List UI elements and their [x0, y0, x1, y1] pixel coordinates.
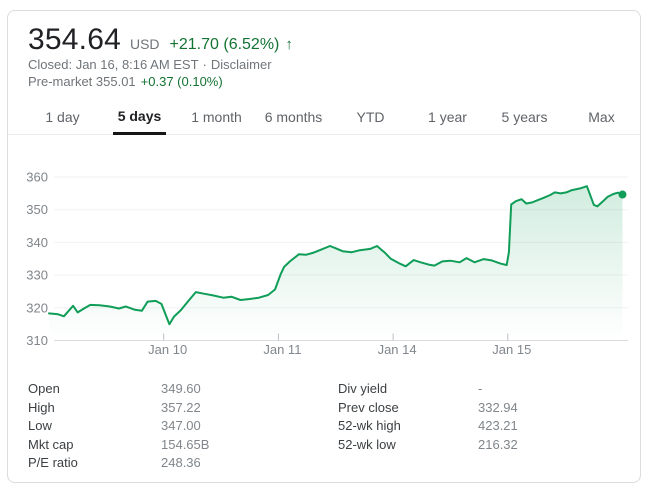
- tab-1-day[interactable]: 1 day: [24, 100, 101, 134]
- y-axis-label: 320: [26, 300, 48, 315]
- y-axis-label: 310: [26, 333, 48, 348]
- tab-ytd[interactable]: YTD: [332, 100, 409, 134]
- tab-5-years[interactable]: 5 years: [486, 100, 563, 134]
- stat-label: Open: [28, 381, 60, 396]
- key-stats-left-column: Open 349.60 High 357.22 Low 347.00 Mkt cap 154.…: [28, 380, 338, 473]
- stats-row: 52-wk high 423.21: [338, 417, 624, 436]
- y-axis-label: 330: [26, 268, 48, 283]
- stat-value: 423.21: [478, 418, 518, 434]
- tab-1-month[interactable]: 1 month: [178, 100, 255, 134]
- stat-label: 52-wk high: [338, 418, 401, 434]
- time-range-tab-bar: 1 day 5 days 1 month 6 months YTD 1 year 5 yea…: [8, 100, 640, 135]
- stat-label: Div yield: [338, 381, 388, 396]
- stats-row: 52-wk low 216.32: [338, 436, 624, 455]
- tab-label: Max: [588, 109, 615, 125]
- stats-row: Div yield -: [338, 380, 624, 399]
- stats-row: Open 349.60: [28, 380, 338, 399]
- stat-label: P/E ratio: [28, 455, 78, 471]
- y-axis-label: 340: [26, 235, 48, 250]
- stats-row: Mkt cap 154.65B: [28, 436, 338, 455]
- current-price: 354.64: [28, 23, 121, 56]
- x-axis-label: Jan 14: [378, 342, 417, 357]
- price-chart[interactable]: 310 320 330 340 350 360 Jan 10 Jan 11 Jan 14 Jan …: [8, 151, 640, 381]
- up-arrow-icon: ↑: [285, 36, 293, 53]
- tab-5-days[interactable]: 5 days: [101, 100, 178, 135]
- closed-status: Closed: Jan 16, 8:16 AM EST: [28, 57, 199, 72]
- dot-separator: ·: [202, 57, 207, 72]
- chart-area-fill: [49, 186, 623, 341]
- x-axis-label: Jan 10: [148, 342, 187, 357]
- tab-6-months[interactable]: 6 months: [255, 100, 332, 134]
- y-axis-label: 350: [26, 202, 48, 217]
- tab-max[interactable]: Max: [563, 100, 640, 134]
- tab-label: 1 year: [428, 109, 467, 125]
- disclaimer-link[interactable]: Disclaimer: [210, 57, 272, 72]
- stat-value: 248.36: [161, 455, 201, 471]
- stat-label: Low: [28, 418, 52, 434]
- key-stats: Open 349.60 High 357.22 Low 347.00 Mkt cap 154.…: [28, 380, 624, 473]
- stat-label: High: [28, 399, 55, 415]
- chart-price-line: [48, 185, 624, 326]
- closed-status-row: Closed: Jan 16, 8:16 AM EST · Disclaimer: [28, 57, 272, 72]
- tab-1-year[interactable]: 1 year: [409, 100, 486, 134]
- chart-endpoint-dot: [618, 190, 627, 199]
- stat-value: 216.32: [478, 436, 518, 452]
- premarket-row: Pre-market 355.01 +0.37 (0.10%): [28, 74, 223, 89]
- stat-value: 357.22: [161, 399, 201, 415]
- stat-value: -: [478, 381, 483, 396]
- key-stats-right-column: Div yield - Prev close 332.94 52-wk high 423.…: [338, 380, 624, 473]
- stat-value: 347.00: [161, 418, 201, 434]
- price-chart-svg: 310 320 330 340 350 360 Jan 10 Jan 11 Jan 14 Jan …: [26, 170, 628, 357]
- tab-label: 5 years: [501, 109, 548, 125]
- stat-label: 52-wk low: [338, 436, 396, 452]
- tab-label: 1 month: [191, 109, 242, 125]
- stat-value: 332.94: [478, 399, 518, 415]
- price-change: +21.70 (6.52%): [169, 36, 280, 53]
- price-header: 354.64 USD +21.70 (6.52%) ↑: [28, 23, 293, 57]
- stats-row: High 357.22: [28, 399, 338, 418]
- tab-label: 6 months: [264, 109, 323, 125]
- x-axis-label: Jan 11: [263, 342, 301, 357]
- tab-label: YTD: [356, 109, 385, 125]
- stat-value: 154.65B: [161, 436, 210, 452]
- stat-value: 349.60: [161, 381, 201, 396]
- stat-label: Prev close: [338, 399, 399, 415]
- currency-label: USD: [129, 36, 160, 52]
- tab-label: 1 day: [45, 109, 80, 125]
- stat-label: Mkt cap: [28, 436, 74, 452]
- x-axis-label: Jan 15: [492, 342, 531, 357]
- premarket-change: +0.37 (0.10%): [140, 74, 223, 89]
- stats-row: Low 347.00: [28, 417, 338, 436]
- stock-card: 354.64 USD +21.70 (6.52%) ↑ Closed: Jan …: [7, 10, 641, 483]
- tab-label: 5 days: [112, 100, 167, 135]
- stats-row: Prev close 332.94: [338, 399, 624, 418]
- premarket-price: Pre-market 355.01: [28, 74, 136, 89]
- stats-row: P/E ratio 248.36: [28, 454, 338, 473]
- y-axis-label: 360: [26, 170, 48, 185]
